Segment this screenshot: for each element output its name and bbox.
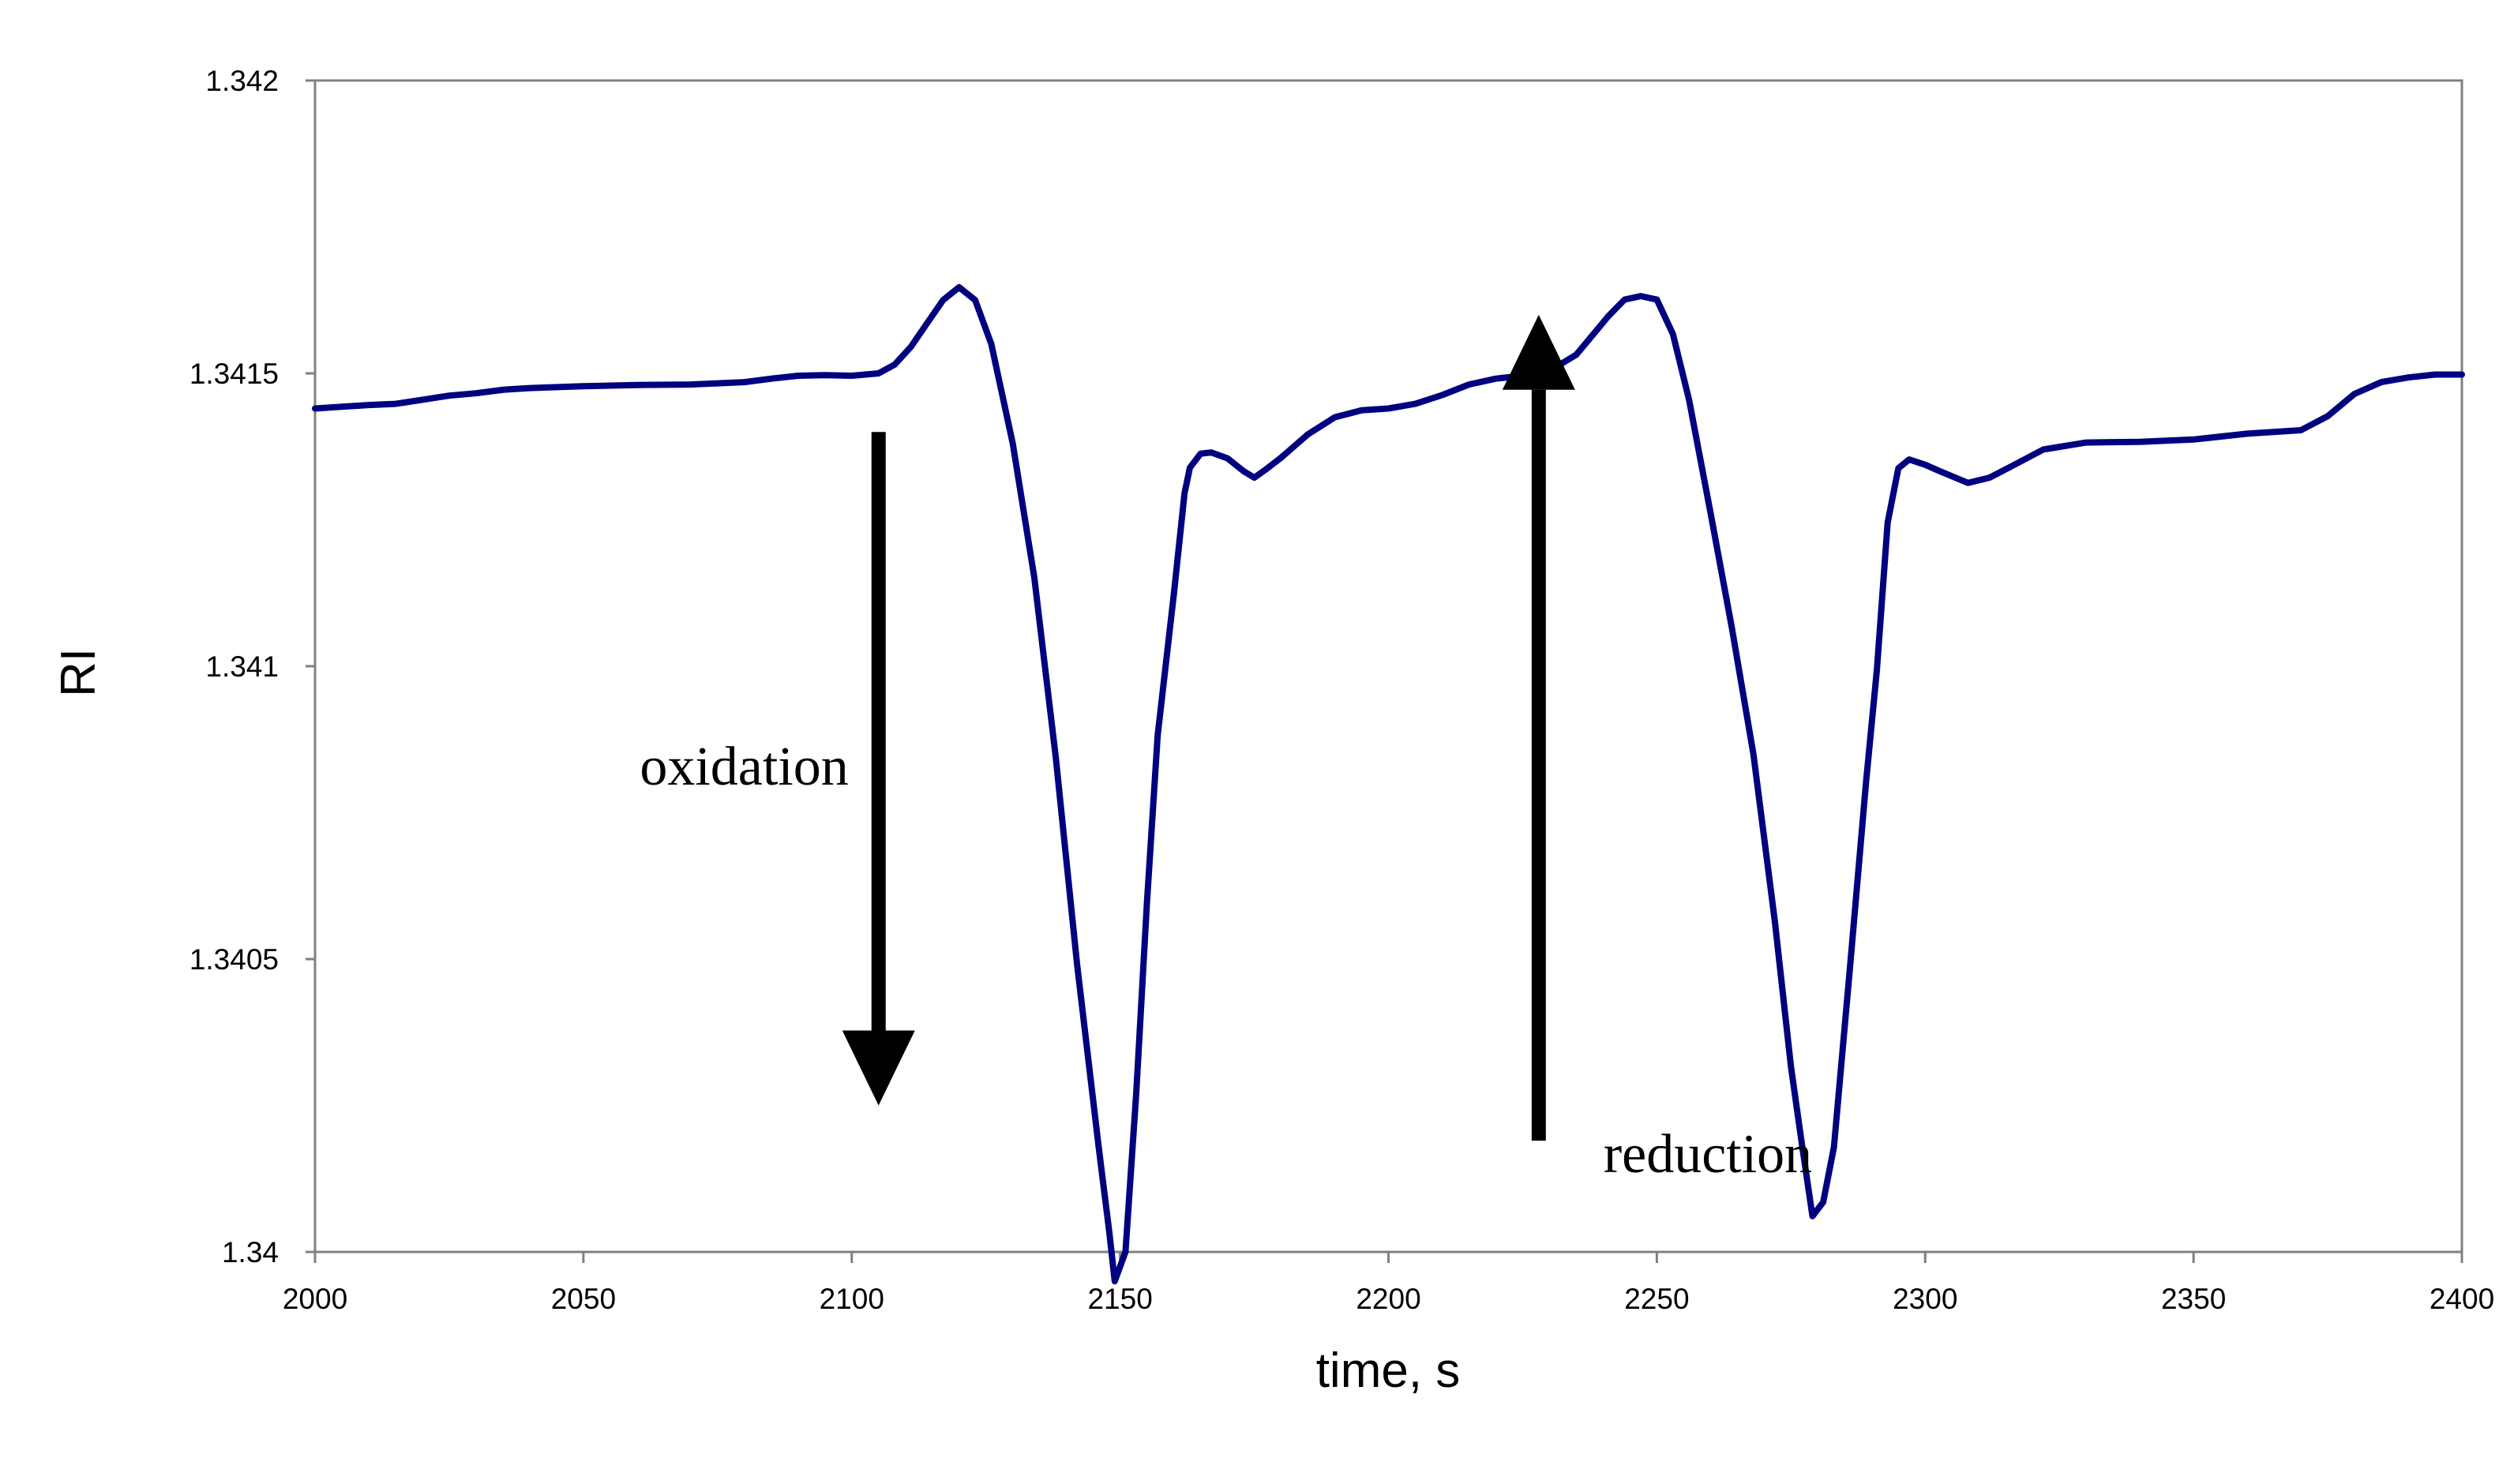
x-tick-label: 2150 <box>1087 1283 1152 1315</box>
y-tick-label: 1.3405 <box>189 943 279 976</box>
x-tick-label: 2200 <box>1356 1283 1420 1315</box>
series-layer <box>312 283 2465 1285</box>
x-tick-label: 2100 <box>820 1283 884 1315</box>
annotation-arrow-head <box>842 1030 915 1106</box>
x-tick-label: 2350 <box>2161 1283 2226 1315</box>
y-tick-label: 1.341 <box>205 650 279 683</box>
annotation-label: reduction <box>1604 1124 1812 1185</box>
y-tick-label: 1.342 <box>205 65 279 97</box>
annotation-arrow-head <box>1502 314 1575 390</box>
x-tick-label: 2000 <box>283 1283 347 1315</box>
x-tick-label: 2250 <box>1624 1283 1689 1315</box>
x-tick-label: 2050 <box>551 1283 616 1315</box>
x-tick-label: 2300 <box>1893 1283 1957 1315</box>
series-line <box>312 283 2465 1285</box>
plot-frame <box>313 79 2463 1254</box>
y-axis-title: RI <box>51 648 106 697</box>
y-tick-label: 1.3415 <box>189 358 279 390</box>
x-axis-ticks: 2000 2050 2100 2150 2200 2250 2300 2350 2400 <box>283 1252 2494 1315</box>
y-tick-label: 1.34 <box>222 1236 279 1269</box>
annotation-layer: oxidation reduction <box>640 314 1812 1185</box>
x-axis-title: time, s <box>1316 1343 1461 1398</box>
annotation-label: oxidation <box>640 736 848 797</box>
y-axis-ticks: 1.34 1.3405 1.341 1.3415 1.342 <box>189 65 315 1269</box>
x-tick-label: 2400 <box>2430 1283 2494 1315</box>
